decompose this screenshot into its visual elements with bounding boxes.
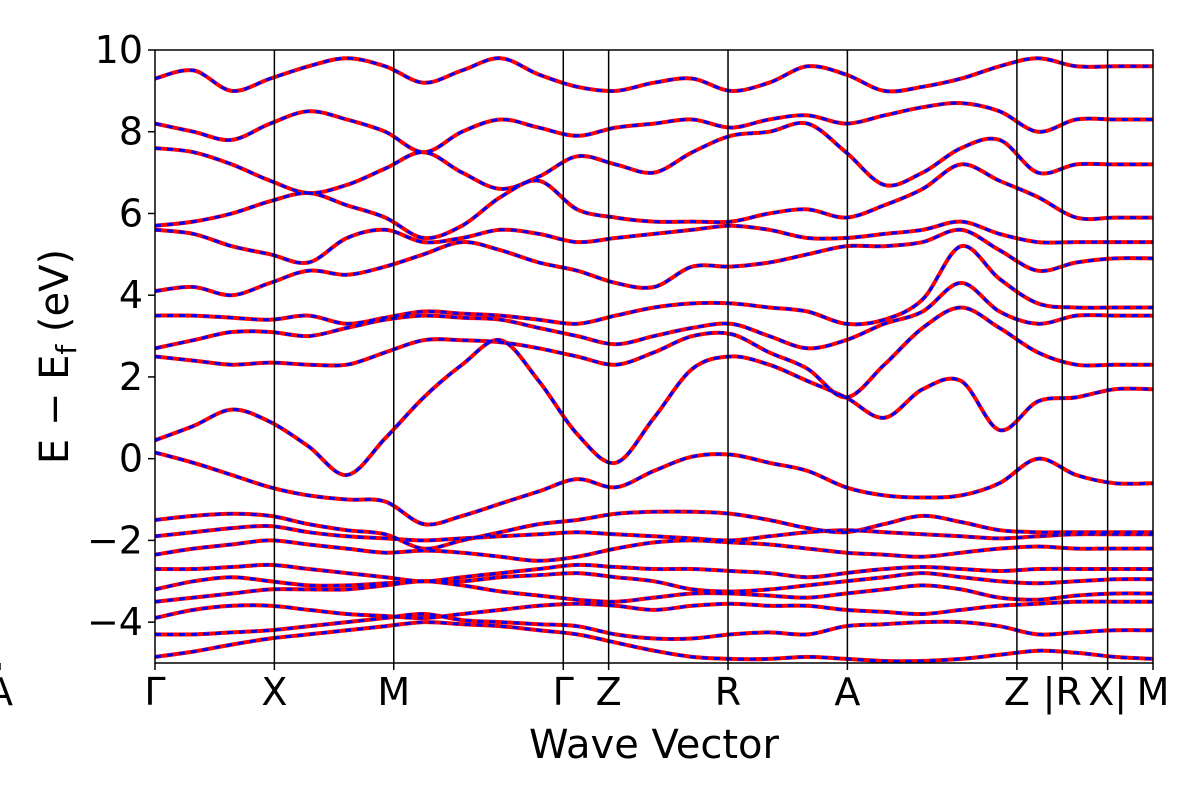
- dashed-band-line: [155, 162, 1153, 240]
- dashed-band-line: [155, 121, 1153, 195]
- y-axis-label-unit: (eV): [32, 249, 78, 345]
- dashed-band-line: [155, 220, 1153, 265]
- bands-layer: [155, 56, 1153, 663]
- x-tick-label: Z: [1004, 670, 1030, 714]
- x-tick-label: A: [834, 670, 860, 714]
- x-tick-label: M: [377, 670, 410, 714]
- y-tick-label: 6: [119, 191, 143, 235]
- x-tick-label: Γ: [144, 670, 165, 714]
- y-axis-label-main: E − E: [32, 355, 78, 465]
- solid-band-line: [155, 56, 1153, 94]
- x-tick-label: A: [0, 670, 13, 714]
- solid-band-line: [155, 620, 1153, 663]
- solid-band-line: [155, 599, 1153, 621]
- solid-band-line: [155, 562, 1153, 584]
- x-tick-label: X: [261, 670, 287, 714]
- y-tick-label: 0: [119, 437, 143, 481]
- y-tick-label: −2: [87, 518, 143, 562]
- dashed-band-line: [155, 338, 1153, 477]
- dashed-band-line: [155, 281, 1153, 350]
- solid-band-line: [155, 523, 1153, 543]
- dashed-band-line: [155, 101, 1153, 154]
- solid-band-line: [155, 538, 1153, 563]
- x-tick-label: X|: [1088, 670, 1127, 715]
- solid-band-line: [155, 219, 1153, 266]
- solid-band-line: [155, 579, 1153, 604]
- high-symmetry-lines: [273, 50, 1109, 663]
- solid-band-line: [155, 244, 1153, 327]
- dashed-band-line: [155, 56, 1153, 93]
- plot-frame: [154, 49, 1154, 664]
- y-tick-label: 2: [119, 355, 143, 399]
- solid-band-line: [155, 611, 1153, 642]
- dashed-band-line: [155, 305, 1153, 399]
- y-axis-label-sub: f: [50, 344, 83, 355]
- y-tick-label: −4: [87, 600, 143, 644]
- solid-band-line: [155, 571, 1153, 594]
- y-tick-label: 10: [95, 28, 143, 72]
- x-tick-label: Γ: [553, 670, 574, 714]
- x-tick-label: R: [715, 670, 741, 714]
- dashed-band-line: [155, 510, 1153, 551]
- y-tick-label: 4: [119, 273, 143, 317]
- y-axis-label: E − Ef (eV): [32, 249, 83, 464]
- y-tick-label: 8: [119, 110, 143, 154]
- solid-band-line: [155, 162, 1153, 241]
- y-axis-ticks: −4 −2 0 2 4 6 8 10: [87, 28, 155, 644]
- x-tick-label: M: [1137, 670, 1170, 714]
- dashed-band-line: [155, 451, 1153, 527]
- dashed-band-line: [155, 228, 1153, 297]
- solid-band-line: [155, 338, 1153, 477]
- x-axis-label: Wave Vector: [529, 722, 780, 768]
- x-tick-label: Z: [596, 670, 622, 714]
- x-tick-label: |R: [1043, 670, 1082, 715]
